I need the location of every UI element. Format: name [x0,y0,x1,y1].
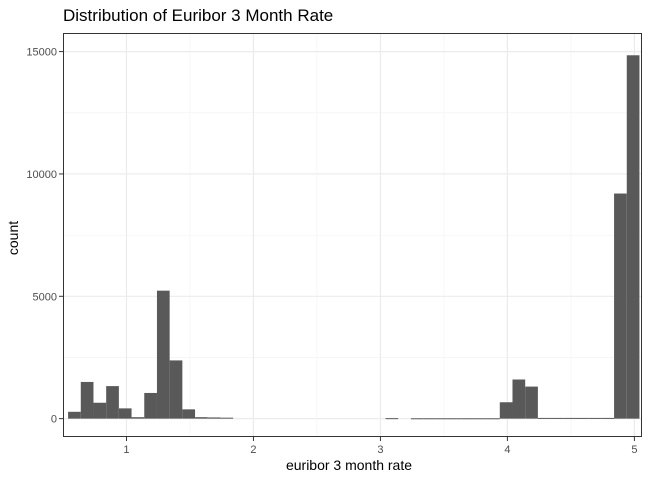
histogram-bar [563,417,576,419]
chart-title: Distribution of Euribor 3 Month Rate [63,6,333,25]
histogram-bar [614,193,627,419]
histogram-bar [385,418,399,420]
x-axis-label: euribor 3 month rate [286,457,412,473]
x-axis-ticks: 1 2 3 4 5 [123,437,637,456]
x-tick-label: 4 [504,444,510,456]
histogram-bar [550,417,564,419]
histogram-bar [410,418,424,420]
x-tick-label: 2 [250,444,256,456]
y-axis-label: count [5,221,21,255]
major-gridlines [63,33,642,437]
histogram-bar [436,418,449,420]
histogram-bar [169,360,183,419]
y-tick-label: 15000 [26,47,57,59]
histogram-bar [461,418,475,420]
histogram-bar [131,417,145,419]
y-axis-ticks: 0 5000 10000 15000 [26,47,63,426]
plot-panel-border [63,33,642,437]
histogram-bar [525,386,538,419]
histogram-bar [601,417,615,419]
x-tick-label: 5 [631,444,637,456]
histogram-bar [449,418,462,420]
histogram-bar [68,411,81,419]
histogram-bar [118,408,132,419]
histogram-bar [195,417,208,419]
histogram-bar [512,379,526,419]
histogram-bar [144,392,157,419]
histogram-bar [182,409,196,419]
y-tick-label: 5000 [33,291,57,303]
histogram-bars [68,55,640,420]
histogram-bar [474,418,488,420]
histogram-bar [80,381,94,419]
x-tick-label: 1 [123,444,129,456]
histogram-bar [220,417,234,419]
minor-gridlines [63,33,642,437]
histogram-bar [106,386,119,419]
y-tick-label: 10000 [26,169,57,181]
y-tick-label: 0 [51,414,57,426]
histogram-bar [626,55,640,419]
histogram-bar [588,417,602,419]
histogram-bar [207,417,221,419]
histogram-bar [537,417,551,419]
histogram-bar [487,418,500,420]
histogram-bar [93,402,107,419]
histogram-bar [499,402,513,419]
histogram-bar [575,417,589,419]
x-tick-label: 3 [377,444,383,456]
histogram-bar [423,418,437,420]
histogram-bar [156,290,170,419]
